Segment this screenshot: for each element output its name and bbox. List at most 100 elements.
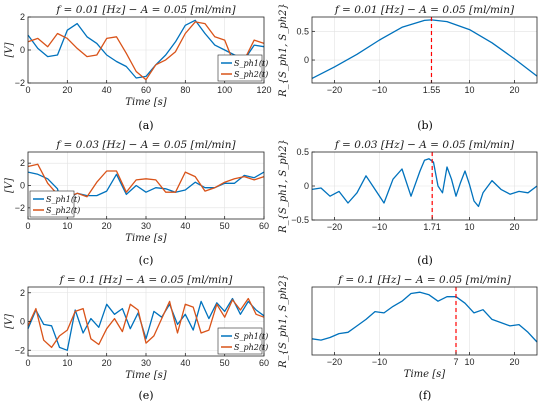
legend-box [217,54,263,82]
legend-label-1: S_ph1(t) [234,59,268,68]
x-tick-label: 20 [62,85,72,95]
panel-caption: (f) [419,389,432,402]
x-tick-label: 80 [180,85,190,95]
series-line-2 [27,297,265,349]
axes-frame [311,286,538,356]
x-tick-label: 10 [464,85,474,95]
y-tick-label: 0.5 [296,26,309,36]
series-line-1 [311,291,538,343]
x-tick-label: 0 [25,358,30,368]
panel-caption: (e) [138,389,153,402]
x-tick-label: 60 [259,358,269,368]
x-tick-label: 40 [180,358,190,368]
x-tick-label: 30 [141,358,151,368]
panel-e: f = 0.1 [Hz] − A = 0.05 [ml/min]0 10 20 30 4… [4,274,269,402]
x-tick-label: 10 [62,221,72,231]
x-tick-label: −10 [372,222,387,232]
x-tick-label: 10 [464,222,474,232]
x-tick-label: 0 [25,221,30,231]
chart-title: f = 0.03 [Hz] − A = 0.05 [ml/min] [334,139,515,151]
y-tick-label: 0 [20,181,25,191]
x-tick-label: 20 [509,85,519,95]
chart-title: f = 0.1 [Hz] − A = 0.05 [ml/min] [337,274,512,286]
x-tick-label: 50 [220,221,230,231]
legend-box [217,327,263,355]
x-tick-label: 1.71 [423,222,441,232]
chart-title: f = 0.01 [Hz] − A = 0.05 [ml/min] [55,4,236,16]
panel-b: f = 0.01 [Hz] − A = 0.05 [ml/min] −20 −10 1… [278,3,538,132]
series-line-2 [27,21,265,81]
x-tick-label: 60 [259,221,269,231]
y-tick-label: 0 [304,55,309,65]
panel-caption: (a) [138,119,153,132]
x-tick-label: 20 [509,222,519,232]
series-line-1 [27,297,265,351]
y-tick-label: 0 [304,181,309,191]
x-tick-label: 30 [141,221,151,231]
y-axis-label: R_{S_ph1, S_ph2} [278,274,289,369]
x-axis-label: Time [s] [125,370,166,381]
y-axis-label: [V] [4,42,15,57]
x-tick-label: −10 [372,357,387,367]
y-tick-label: 0 [20,317,25,327]
chart-title: f = 0.1 [Hz] − A = 0.05 [ml/min] [59,274,234,286]
x-tick-label: 20 [102,358,112,368]
x-tick-label: −10 [372,85,387,95]
x-tick-label: 10 [62,358,72,368]
x-tick-label: 40 [180,221,190,231]
panel-caption: (c) [139,254,154,267]
x-tick-label: −20 [327,357,342,367]
x-tick-label: 1.55 [423,85,441,95]
y-axis-label: R_{S_ph1, S_ph2} [278,139,289,234]
x-tick-label: 20 [509,357,519,367]
legend-label-2: S_ph2(t) [234,343,268,352]
x-tick-label: −20 [327,222,342,232]
x-tick-label: 7 [453,357,458,367]
x-tick-label: 20 [102,221,112,231]
legend-label-2: S_ph2(t) [234,70,268,79]
panel-f: f = 0.1 [Hz] − A = 0.05 [ml/min] −20 −10 7 1… [278,274,538,402]
panel-caption: (b) [417,119,433,132]
chart-title: f = 0.01 [Hz] − A = 0.05 [ml/min] [334,4,515,16]
legend: S_ph1(t) S_ph2(t) [217,54,268,82]
y-tick-label: −0.5 [291,215,309,225]
x-tick-label: 120 [256,85,271,95]
legend-label-1: S_ph1(t) [234,332,268,341]
x-axis-label: Time [s] [125,233,166,244]
y-tick-label: −2 [15,203,25,213]
x-tick-label: 100 [217,85,232,95]
x-axis-label: Time [s] [125,97,166,108]
legend-label-2: S_ph2(t) [46,206,80,215]
legend: S_ph1(t) S_ph2(t) [29,190,80,218]
legend-box [29,190,75,218]
y-tick-label: 0 [20,45,25,55]
axes-frame [311,16,538,84]
x-tick-label: 40 [102,85,112,95]
x-tick-label: 10 [464,357,474,367]
y-axis-label: [V] [4,314,15,329]
y-tick-label: −2 [15,345,25,355]
y-axis-label: R_{S_ph1, S_ph2} [278,3,289,98]
panel-c: f = 0.03 [Hz] − A = 0.05 [ml/min]0 10 20 30… [4,139,269,267]
series-line-1 [311,19,538,79]
x-tick-label: 60 [141,85,151,95]
legend: S_ph1(t) S_ph2(t) [217,327,268,355]
series-line-1 [311,158,538,208]
panel-caption: (d) [417,254,433,267]
y-tick-label: 0.5 [296,147,309,157]
chart-title: f = 0.03 [Hz] − A = 0.05 [ml/min] [55,139,236,151]
y-tick-label: −2 [15,78,25,88]
x-tick-label: −20 [327,85,342,95]
y-tick-label: 2 [20,288,25,298]
y-axis-label: [V] [4,178,15,193]
x-tick-label: 0 [25,85,30,95]
x-tick-label: 50 [220,358,230,368]
panel-d: f = 0.03 [Hz] − A = 0.05 [ml/min] −20 −10 1… [278,139,538,267]
x-axis-label: Time [s] [404,369,445,380]
panel-a: f = 0.01 [Hz] − A = 0.05 [ml/min]0 20 40 60… [4,4,272,132]
y-tick-label: 2 [20,12,25,22]
legend-label-1: S_ph1(t) [46,195,80,204]
y-tick-label: 2 [20,158,25,168]
series-line-1 [27,19,265,79]
